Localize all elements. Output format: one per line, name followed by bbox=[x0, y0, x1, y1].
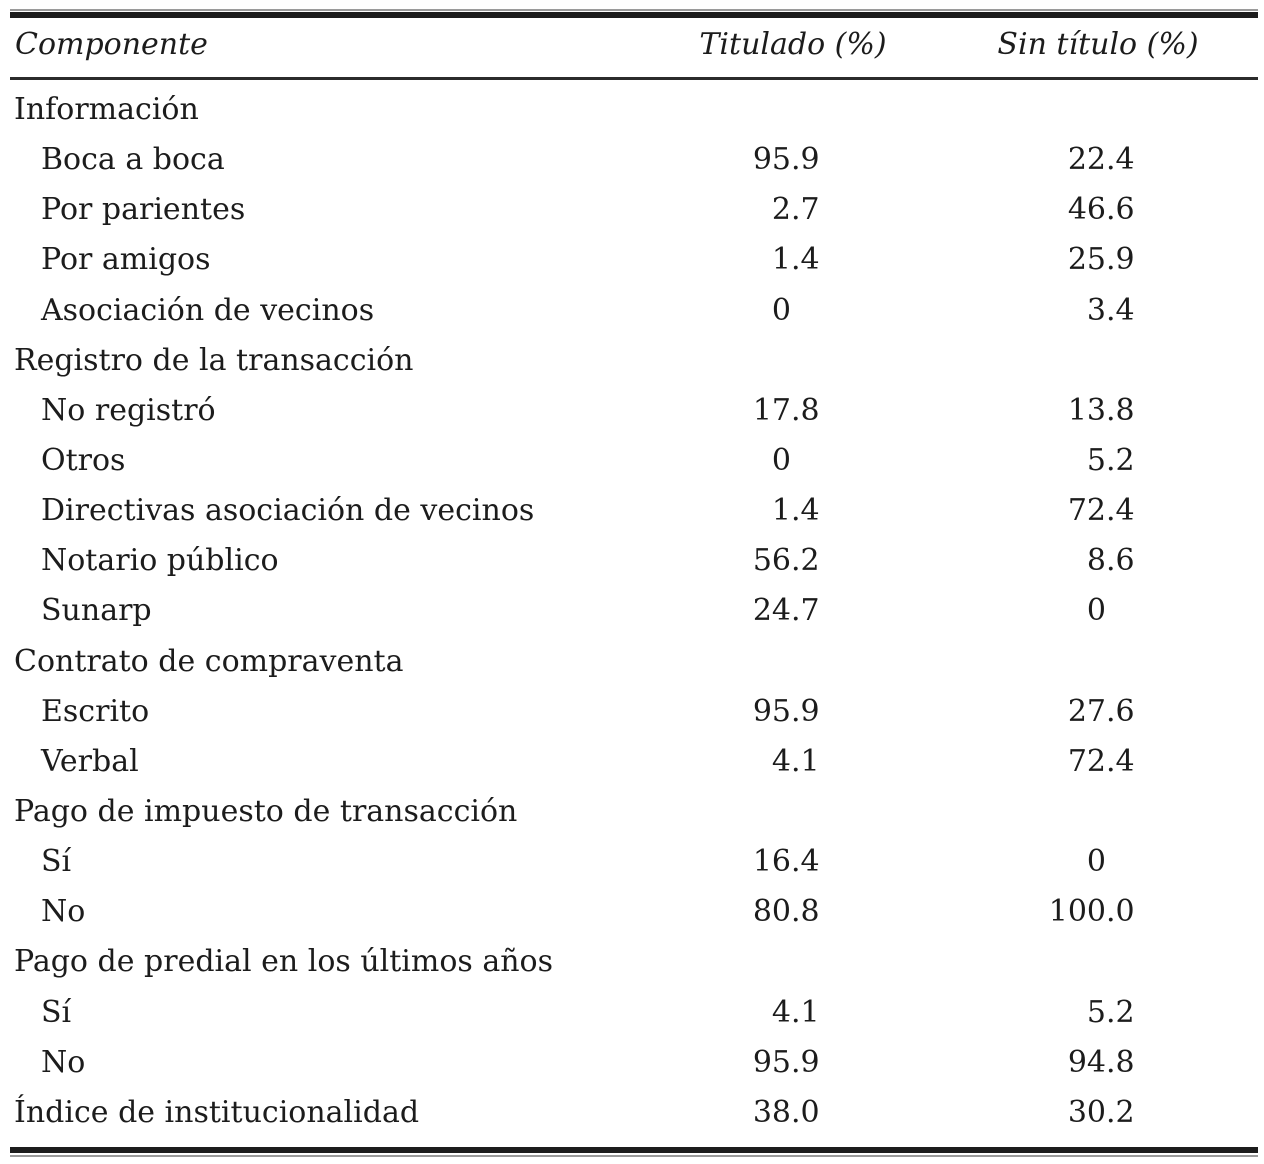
table-rows: Información Boca a boca 95.9 22.4 Por parien… bbox=[0, 85, 1264, 1138]
value-titulado: 95.9 bbox=[752, 1044, 820, 1080]
value-sin-titulo: 46.6 bbox=[1067, 192, 1135, 228]
table-row: Pago de predial en los últimos años bbox=[0, 937, 1264, 987]
value-sin-titulo: 72.4 bbox=[1067, 493, 1135, 529]
table-row: Por amigos 1.4 25.9 bbox=[0, 235, 1264, 285]
row-label: Directivas asociación de vecinos bbox=[41, 493, 535, 529]
top-thick-rule bbox=[10, 12, 1258, 18]
value-titulado: 80.8 bbox=[752, 894, 820, 930]
value-sin-titulo: 22.4 bbox=[1067, 142, 1135, 178]
value-sin-titulo: 100.0 bbox=[1048, 894, 1135, 930]
table-row: No 95.9 94.8 bbox=[0, 1038, 1264, 1088]
table-row: Directivas asociación de vecinos 1.4 72.4 bbox=[0, 486, 1264, 536]
value-sin-titulo: 94.8 bbox=[1067, 1044, 1135, 1080]
row-label: Boca a boca bbox=[41, 142, 225, 178]
value-sin-titulo: 5.2 bbox=[1086, 443, 1135, 479]
row-label: Pago de impuesto de transacción bbox=[14, 794, 518, 830]
value-titulado: 17.8 bbox=[752, 392, 820, 428]
row-label: Sunarp bbox=[41, 593, 152, 629]
column-header-sin-titulo: Sin título (%) bbox=[997, 27, 1199, 62]
row-label: No bbox=[41, 1044, 86, 1080]
table-row: Boca a boca 95.9 22.4 bbox=[0, 135, 1264, 185]
row-label: Verbal bbox=[41, 743, 139, 779]
row-label: Sí bbox=[41, 994, 72, 1030]
table-row: Sí 4.1 5.2 bbox=[0, 988, 1264, 1038]
value-sin-titulo: 0 bbox=[1086, 593, 1106, 629]
top-thin-rule bbox=[10, 9, 1258, 11]
value-titulado: 95.9 bbox=[752, 142, 820, 178]
table-row: Asociación de vecinos 0 3.4 bbox=[0, 286, 1264, 336]
value-titulado: 0 bbox=[771, 443, 791, 479]
value-sin-titulo: 5.2 bbox=[1086, 994, 1135, 1030]
value-sin-titulo: 8.6 bbox=[1086, 543, 1135, 579]
row-label: No bbox=[41, 894, 86, 930]
value-sin-titulo: 13.8 bbox=[1067, 392, 1135, 428]
value-sin-titulo: 30.2 bbox=[1067, 1094, 1135, 1130]
value-titulado: 4.1 bbox=[771, 994, 820, 1030]
table-row: Otros 0 5.2 bbox=[0, 436, 1264, 486]
value-titulado: 56.2 bbox=[752, 543, 820, 579]
row-label: Contrato de compraventa bbox=[14, 643, 404, 679]
value-sin-titulo: 0 bbox=[1086, 844, 1106, 880]
bottom-thin-rule bbox=[10, 1155, 1258, 1157]
value-sin-titulo: 27.6 bbox=[1067, 693, 1135, 729]
table-row: No 80.8 100.0 bbox=[0, 887, 1264, 937]
table-row: Sí 16.4 0 bbox=[0, 837, 1264, 887]
row-label: Escrito bbox=[41, 693, 150, 729]
column-header-titulado: Titulado (%) bbox=[699, 27, 887, 62]
row-label: Por parientes bbox=[41, 192, 246, 228]
row-label: No registró bbox=[41, 392, 216, 428]
value-titulado: 1.4 bbox=[771, 242, 820, 278]
value-titulado: 24.7 bbox=[752, 593, 820, 629]
bottom-thick-rule bbox=[10, 1147, 1258, 1153]
table-row: Contrato de compraventa bbox=[0, 637, 1264, 687]
row-label: Índice de institucionalidad bbox=[14, 1094, 420, 1130]
row-label: Notario público bbox=[41, 543, 279, 579]
row-label: Pago de predial en los últimos años bbox=[14, 944, 554, 980]
row-label: Asociación de vecinos bbox=[41, 292, 375, 328]
table-row: Verbal 4.1 72.4 bbox=[0, 737, 1264, 787]
value-titulado: 4.1 bbox=[771, 743, 820, 779]
table-row: Índice de institucionalidad 38.0 30.2 bbox=[0, 1088, 1264, 1138]
value-titulado: 0 bbox=[771, 292, 791, 328]
column-header-componente: Componente bbox=[15, 27, 208, 62]
row-label: Por amigos bbox=[41, 242, 211, 278]
row-label: Otros bbox=[41, 443, 126, 479]
value-titulado: 1.4 bbox=[771, 493, 820, 529]
row-label: Sí bbox=[41, 844, 72, 880]
value-titulado: 2.7 bbox=[771, 192, 820, 228]
table-row: Sunarp 24.7 0 bbox=[0, 586, 1264, 636]
table-row: Información bbox=[0, 85, 1264, 135]
row-label: Información bbox=[14, 92, 199, 128]
value-titulado: 95.9 bbox=[752, 693, 820, 729]
table-row: Notario público 56.2 8.6 bbox=[0, 536, 1264, 586]
value-titulado: 16.4 bbox=[752, 844, 820, 880]
table-row: No registró 17.8 13.8 bbox=[0, 386, 1264, 436]
table-row: Pago de impuesto de transacción bbox=[0, 787, 1264, 837]
table-row: Por parientes 2.7 46.6 bbox=[0, 185, 1264, 235]
row-label: Registro de la transacción bbox=[14, 342, 414, 378]
value-sin-titulo: 25.9 bbox=[1067, 242, 1135, 278]
table-row: Escrito 95.9 27.6 bbox=[0, 687, 1264, 737]
value-sin-titulo: 72.4 bbox=[1067, 743, 1135, 779]
header-separator-rule bbox=[10, 77, 1258, 80]
value-sin-titulo: 3.4 bbox=[1086, 292, 1135, 328]
value-titulado: 38.0 bbox=[752, 1094, 820, 1130]
table-row: Registro de la transacción bbox=[0, 336, 1264, 386]
